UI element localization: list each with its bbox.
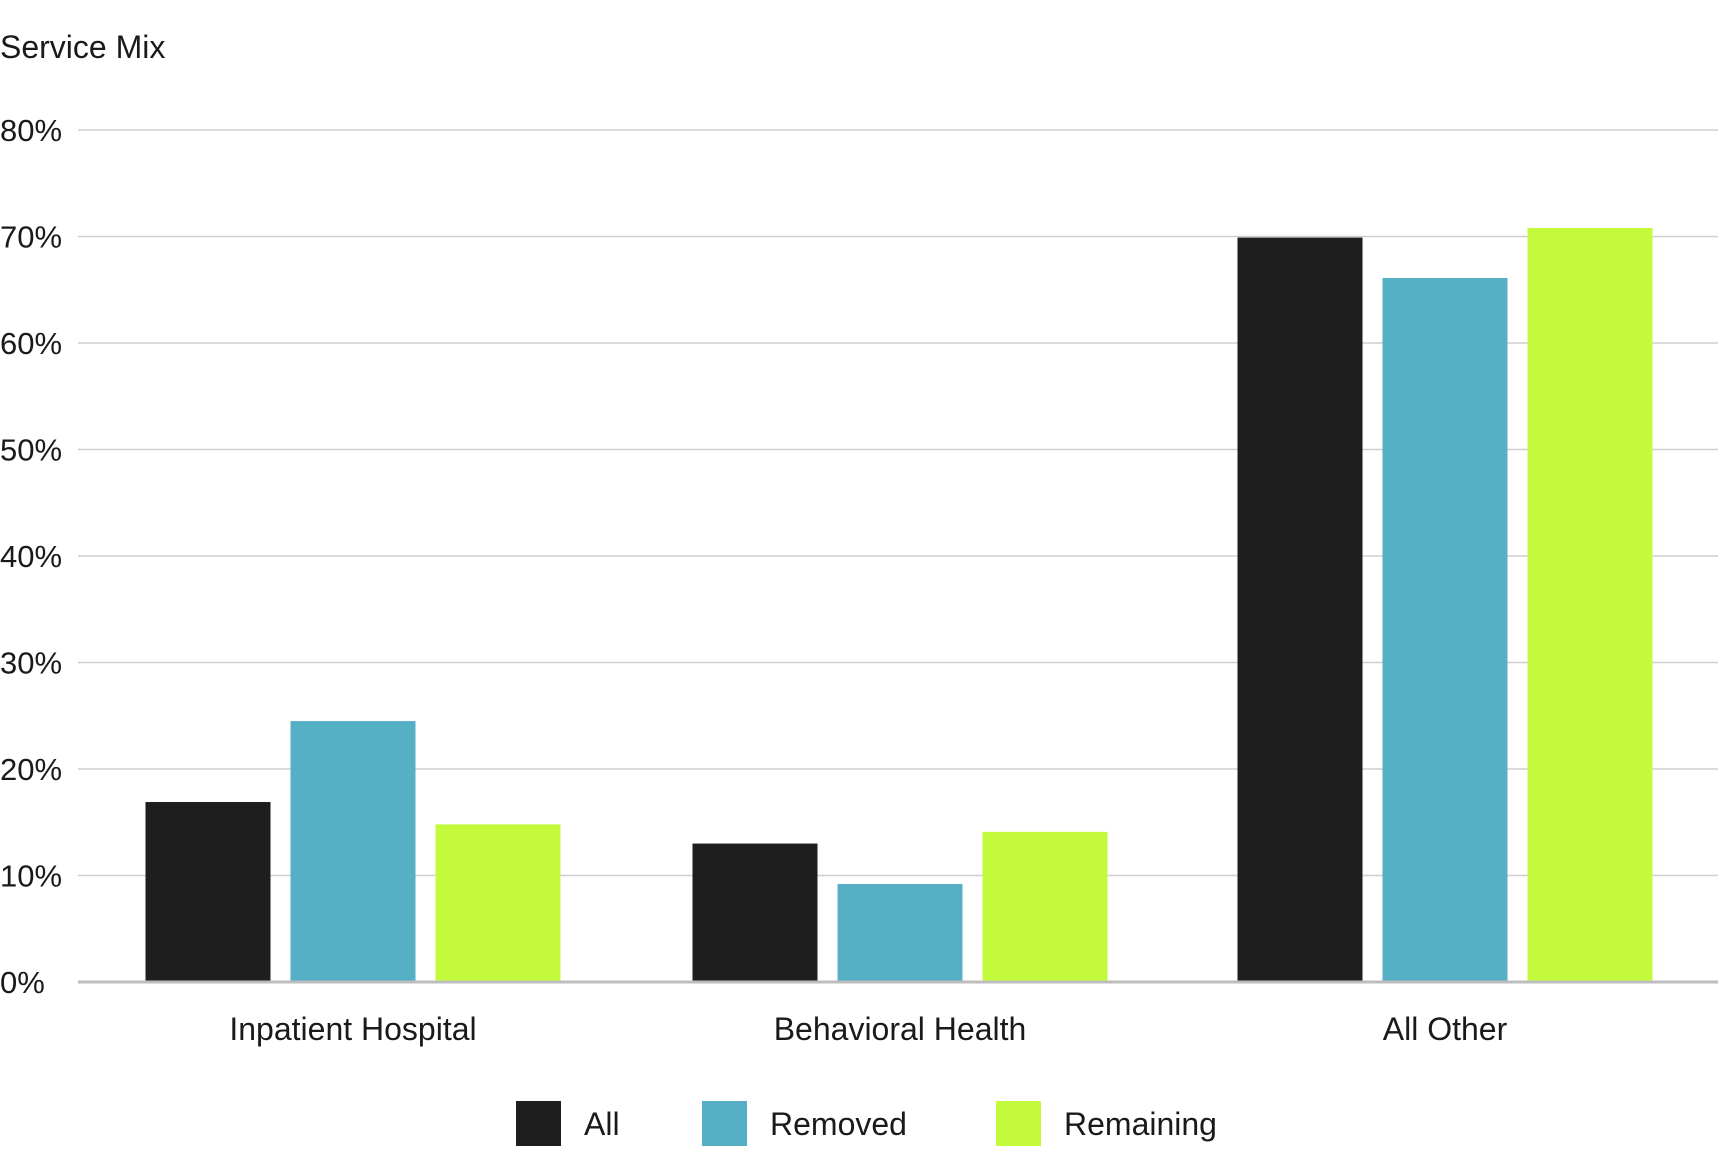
x-category-label: All Other [1383, 1011, 1508, 1047]
x-category-label: Inpatient Hospital [229, 1011, 476, 1047]
y-tick-label: 40% [0, 539, 62, 574]
bar-all-other-all [1237, 237, 1363, 982]
bar-behavioral-health-all [692, 843, 818, 982]
legend-swatch-removed [702, 1101, 747, 1146]
y-tick-label: 0% [0, 965, 45, 1000]
legend-swatch-remaining [996, 1101, 1041, 1146]
bar-all-other-remaining [1527, 227, 1653, 983]
bar-behavioral-health-remaining [982, 831, 1108, 982]
x-category-label: Behavioral Health [774, 1011, 1027, 1047]
legend: All Removed Remaining [516, 1101, 1217, 1146]
y-tick-label: 20% [0, 752, 62, 787]
bar-inpatient-hospital-remaining [435, 824, 561, 982]
legend-label-all: All [584, 1106, 620, 1142]
bars [145, 227, 1653, 983]
legend-swatch-all [516, 1101, 561, 1146]
y-tick-label: 50% [0, 433, 62, 468]
y-tick-label: 60% [0, 326, 62, 361]
y-tick-label: 30% [0, 646, 62, 681]
y-tick-labels: 0% 10% 20% 30% 40% 50% 60% 70% 80% [0, 113, 62, 1000]
y-tick-label: 70% [0, 220, 62, 255]
y-tick-label: 10% [0, 859, 62, 894]
y-axis-label: Service Mix [0, 29, 165, 65]
legend-label-remaining: Remaining [1064, 1106, 1217, 1142]
bar-inpatient-hospital-removed [290, 721, 416, 982]
bar-all-other-removed [1382, 278, 1508, 982]
bar-behavioral-health-removed [837, 884, 963, 982]
x-category-labels: Inpatient Hospital Behavioral Health All O… [229, 1011, 1507, 1047]
legend-label-removed: Removed [770, 1106, 907, 1142]
bar-inpatient-hospital-all [145, 802, 271, 982]
y-tick-label: 80% [0, 113, 62, 148]
